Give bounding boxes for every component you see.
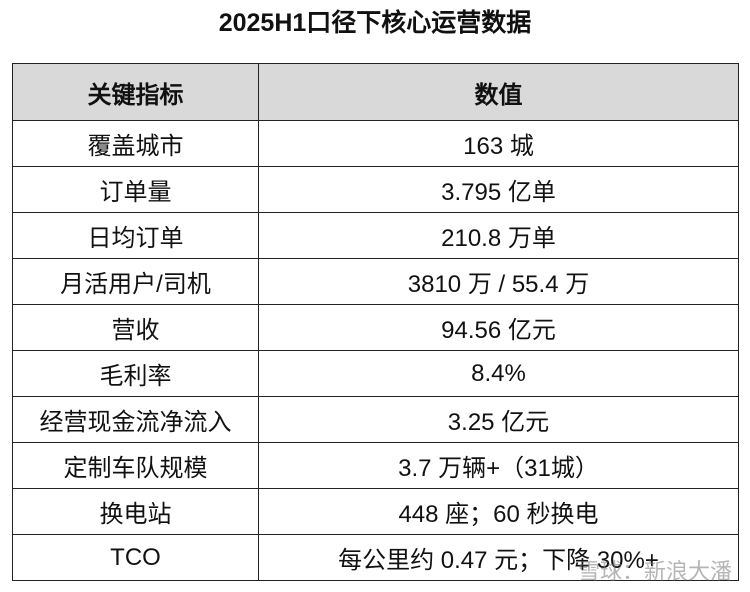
table-cell: 3.795 亿单	[258, 166, 739, 213]
header-cell: 关键指标	[12, 63, 259, 121]
table-row: 日均订单 210.8 万单	[12, 212, 739, 259]
table-cell: 月活用户/司机	[12, 258, 259, 305]
table-cell: 163 城	[258, 120, 739, 167]
table-cell: 3.25 亿元	[258, 396, 739, 443]
table-body: 覆盖城市 163 城订单量 3.795 亿单 日均订单 210.8 万单 月活用户/司机 3…	[12, 120, 739, 581]
table-cell: 8.4%	[258, 350, 739, 397]
table-row: 经营现金流净流入 3.25 亿元	[12, 396, 739, 443]
table-cell: 日均订单	[12, 212, 259, 259]
table-cell: 定制车队规模	[12, 442, 259, 489]
header-row: 关键指标 数值	[12, 63, 739, 121]
table-row: 定制车队规模 3.7 万辆+（31城）	[12, 442, 739, 489]
table-cell: 3810 万 / 55.4 万	[258, 258, 739, 305]
table-cell: 订单量	[12, 166, 259, 213]
table-row: 月活用户/司机 3810 万 / 55.4 万	[12, 258, 739, 305]
table-row: 订单量 3.795 亿单	[12, 166, 739, 213]
table-cell: 94.56 亿元	[258, 304, 739, 351]
data-table: 关键指标 数值 覆盖城市 163 城订单量 3.795 亿单 日均订单 210.8 万单月…	[12, 63, 739, 581]
table-cell: 每公里约 0.47 元；下降 30%+	[258, 534, 739, 581]
table-cell: TCO	[12, 534, 259, 581]
table-cell: 覆盖城市	[12, 120, 259, 167]
table-row: 覆盖城市 163 城	[12, 120, 739, 167]
table-cell: 经营现金流净流入	[12, 396, 259, 443]
table-row: 换电站 448 座；60 秒换电	[12, 488, 739, 535]
table-cell: 210.8 万单	[258, 212, 739, 259]
table-row: 毛利率 8.4%	[12, 350, 739, 397]
table-row: TCO 每公里约 0.47 元；下降 30%+	[12, 534, 739, 581]
watermark: 雪球：新浪大潘	[577, 559, 732, 584]
table-cell: 3.7 万辆+（31城）	[258, 442, 739, 489]
table-cell: 营收	[12, 304, 259, 351]
title: 2025H1口径下核心运营数据	[218, 9, 532, 37]
table-cell: 毛利率	[12, 350, 259, 397]
header-cell: 数值	[258, 63, 739, 121]
table-cell: 换电站	[12, 488, 259, 535]
table-row: 营收 94.56 亿元	[12, 304, 739, 351]
table-cell: 448 座；60 秒换电	[258, 488, 739, 535]
